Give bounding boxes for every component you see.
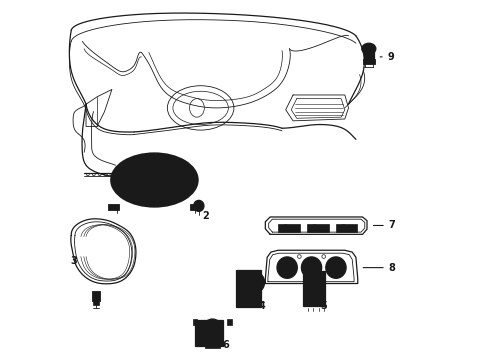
Bar bbox=[364, 48, 374, 60]
Bar bbox=[237, 271, 259, 305]
Ellipse shape bbox=[335, 266, 338, 269]
Bar bbox=[278, 224, 300, 233]
Ellipse shape bbox=[301, 257, 322, 278]
Ellipse shape bbox=[310, 266, 313, 269]
Ellipse shape bbox=[158, 162, 194, 198]
Text: 2: 2 bbox=[199, 211, 209, 221]
Bar bbox=[303, 271, 325, 306]
Ellipse shape bbox=[194, 200, 204, 211]
Bar bbox=[193, 319, 197, 325]
Bar bbox=[305, 272, 323, 304]
Polygon shape bbox=[265, 250, 358, 284]
Ellipse shape bbox=[277, 257, 297, 278]
Ellipse shape bbox=[252, 280, 255, 284]
Ellipse shape bbox=[111, 153, 198, 207]
Text: 3: 3 bbox=[71, 256, 77, 266]
Bar bbox=[196, 321, 221, 345]
Ellipse shape bbox=[326, 257, 346, 278]
Ellipse shape bbox=[174, 178, 178, 182]
Ellipse shape bbox=[203, 319, 222, 338]
Ellipse shape bbox=[197, 205, 200, 207]
Bar bbox=[365, 49, 372, 58]
Text: 1: 1 bbox=[120, 168, 135, 177]
Bar bbox=[305, 301, 323, 306]
Text: 9: 9 bbox=[380, 52, 394, 62]
Bar bbox=[307, 224, 329, 233]
Bar bbox=[363, 59, 375, 64]
Bar bbox=[227, 319, 232, 325]
Text: 6: 6 bbox=[219, 340, 229, 350]
Text: 7: 7 bbox=[373, 220, 395, 230]
Bar bbox=[92, 291, 99, 301]
Text: 5: 5 bbox=[321, 301, 327, 311]
Text: 8: 8 bbox=[363, 262, 395, 273]
Bar bbox=[108, 204, 119, 210]
Bar bbox=[205, 344, 220, 348]
Bar bbox=[336, 224, 357, 233]
Polygon shape bbox=[265, 217, 367, 234]
Ellipse shape bbox=[243, 271, 265, 293]
Ellipse shape bbox=[307, 273, 325, 291]
Ellipse shape bbox=[211, 327, 214, 330]
Ellipse shape bbox=[362, 43, 376, 54]
Ellipse shape bbox=[131, 178, 135, 182]
Bar bbox=[190, 204, 200, 210]
Ellipse shape bbox=[116, 162, 150, 198]
Ellipse shape bbox=[286, 266, 289, 269]
Ellipse shape bbox=[314, 279, 318, 284]
Bar bbox=[236, 270, 261, 307]
Bar bbox=[93, 300, 98, 305]
Text: 4: 4 bbox=[253, 300, 266, 311]
Bar bbox=[195, 320, 223, 346]
